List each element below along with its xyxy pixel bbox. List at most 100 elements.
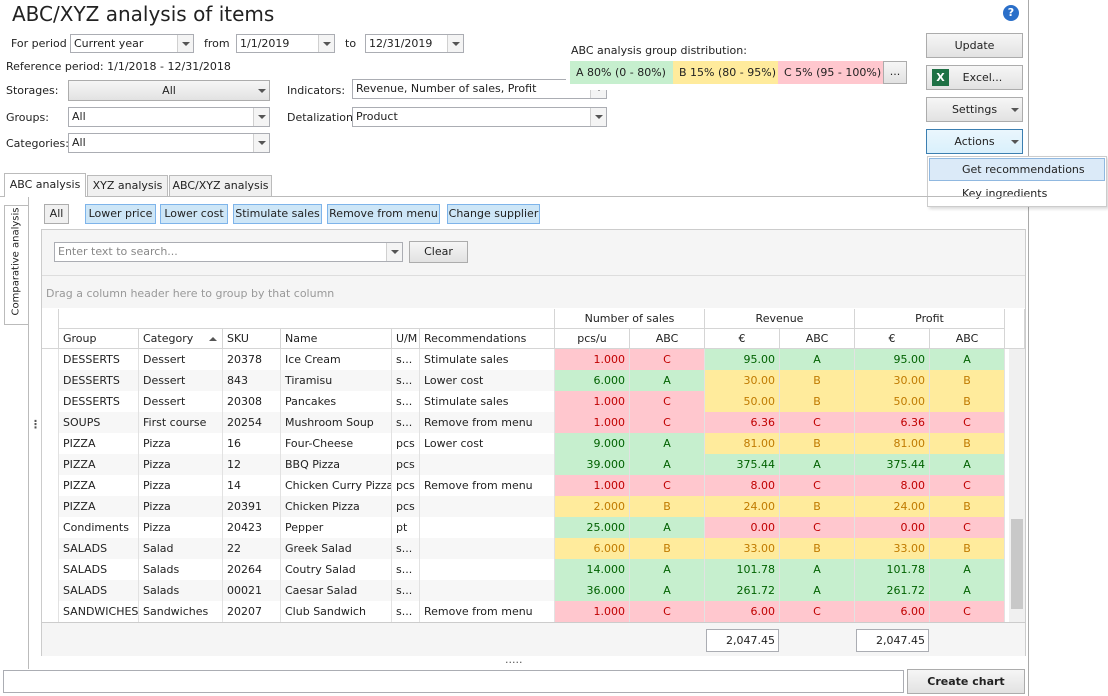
cell[interactable]: BBQ Pizza — [281, 454, 392, 475]
cell[interactable]: C — [930, 517, 1005, 538]
cell[interactable]: Mushroom Soup — [281, 412, 392, 433]
update-button[interactable]: Update — [926, 33, 1023, 58]
cell[interactable]: A — [630, 454, 705, 475]
cell[interactable]: 20391 — [223, 496, 281, 517]
clear-button[interactable]: Clear — [409, 241, 468, 263]
cell[interactable]: A — [630, 433, 705, 454]
cell[interactable]: 1.000 — [555, 412, 630, 433]
period-combo[interactable]: Current year — [70, 34, 194, 53]
cell[interactable]: 16 — [223, 433, 281, 454]
cell[interactable]: Stimulate sales — [420, 391, 555, 412]
cell[interactable]: 101.78 — [705, 559, 780, 580]
tab-active[interactable]: ABC analysis — [4, 173, 86, 197]
cell[interactable] — [420, 559, 555, 580]
cell[interactable]: C — [780, 412, 855, 433]
cell[interactable]: s... — [392, 601, 420, 622]
cell[interactable]: B — [930, 370, 1005, 391]
cell[interactable]: SOUPS — [59, 412, 139, 433]
from-date[interactable]: 1/1/2019 — [236, 34, 335, 53]
cell[interactable]: B — [930, 391, 1005, 412]
cell[interactable]: 101.78 — [855, 559, 930, 580]
cell[interactable]: C — [930, 412, 1005, 433]
tab[interactable]: XYZ analysis — [87, 175, 168, 196]
more-button[interactable]: ... — [883, 61, 907, 84]
cell[interactable]: Tiramisu — [281, 370, 392, 391]
cell[interactable] — [420, 496, 555, 517]
cell[interactable]: 0.00 — [855, 517, 930, 538]
column-header[interactable]: Recommendations — [420, 329, 555, 349]
cell[interactable]: C — [630, 412, 705, 433]
cell[interactable]: 6.000 — [555, 370, 630, 391]
cell[interactable]: SALADS — [59, 559, 139, 580]
cell[interactable]: SALADS — [59, 538, 139, 559]
cell[interactable]: C — [930, 601, 1005, 622]
cell[interactable]: A — [630, 517, 705, 538]
column-header[interactable]: Category — [139, 329, 223, 349]
to-date[interactable]: 12/31/2019 — [365, 34, 464, 53]
cell[interactable]: Pizza — [139, 433, 223, 454]
cell[interactable]: PIZZA — [59, 454, 139, 475]
cell[interactable]: Dessert — [139, 391, 223, 412]
cell[interactable]: 261.72 — [705, 580, 780, 601]
column-header[interactable]: € — [705, 329, 780, 349]
cell[interactable]: 20254 — [223, 412, 281, 433]
cell[interactable]: A — [930, 349, 1005, 370]
cell[interactable]: B — [630, 496, 705, 517]
filter-button[interactable]: Stimulate sales — [233, 204, 322, 224]
cell[interactable]: Condiments — [59, 517, 139, 538]
cell[interactable]: s... — [392, 580, 420, 601]
cell[interactable]: 81.00 — [705, 433, 780, 454]
cell[interactable]: A — [930, 580, 1005, 601]
cell[interactable]: A — [780, 454, 855, 475]
cell[interactable]: 95.00 — [705, 349, 780, 370]
column-header[interactable]: ABC — [780, 329, 855, 349]
cell[interactable]: Chicken Curry Pizza — [281, 475, 392, 496]
cell[interactable] — [420, 517, 555, 538]
cell[interactable]: A — [780, 580, 855, 601]
cell[interactable]: Salads — [139, 559, 223, 580]
cell[interactable]: 20423 — [223, 517, 281, 538]
cell[interactable]: pcs — [392, 454, 420, 475]
cell[interactable] — [420, 580, 555, 601]
create-chart-button[interactable]: Create chart — [907, 669, 1025, 694]
cell[interactable]: Caesar Salad — [281, 580, 392, 601]
scrollbar[interactable] — [1009, 349, 1025, 622]
filter-button[interactable]: Lower price — [85, 204, 156, 224]
groups-combo[interactable]: All — [68, 107, 270, 127]
cell[interactable]: 14 — [223, 475, 281, 496]
menu-item[interactable]: Key ingredients — [962, 187, 1048, 200]
cell[interactable]: 33.00 — [705, 538, 780, 559]
cell[interactable]: 30.00 — [705, 370, 780, 391]
cell[interactable]: pcs — [392, 433, 420, 454]
cell[interactable]: 1.000 — [555, 601, 630, 622]
cell[interactable]: s... — [392, 370, 420, 391]
cell[interactable]: Pizza — [139, 517, 223, 538]
cell[interactable] — [420, 454, 555, 475]
cell[interactable]: A — [780, 559, 855, 580]
scroll-thumb[interactable] — [1011, 519, 1023, 609]
cell[interactable]: Salad — [139, 538, 223, 559]
column-header[interactable]: pcs/u — [555, 329, 630, 349]
cell[interactable]: Dessert — [139, 370, 223, 391]
cell[interactable]: 6.36 — [855, 412, 930, 433]
column-header[interactable]: € — [855, 329, 930, 349]
cell[interactable]: 1.000 — [555, 475, 630, 496]
cell[interactable] — [420, 538, 555, 559]
cell[interactable]: s... — [392, 538, 420, 559]
excel-button[interactable]: X Excel... — [926, 65, 1023, 90]
cell[interactable]: 843 — [223, 370, 281, 391]
cell[interactable]: Pepper — [281, 517, 392, 538]
detalization-combo[interactable]: Product — [352, 107, 607, 127]
cell[interactable]: s... — [392, 391, 420, 412]
search-box[interactable]: Enter text to search... — [54, 242, 403, 262]
cell[interactable]: Greek Salad — [281, 538, 392, 559]
cell[interactable]: First course — [139, 412, 223, 433]
cell[interactable]: 375.44 — [705, 454, 780, 475]
cell[interactable]: 33.00 — [855, 538, 930, 559]
column-header[interactable]: ABC — [930, 329, 1005, 349]
cell[interactable]: SALADS — [59, 580, 139, 601]
cell[interactable]: 9.000 — [555, 433, 630, 454]
cell[interactable]: Pancakes — [281, 391, 392, 412]
cell[interactable]: A — [630, 370, 705, 391]
filter-button[interactable]: Change supplier — [447, 204, 540, 224]
